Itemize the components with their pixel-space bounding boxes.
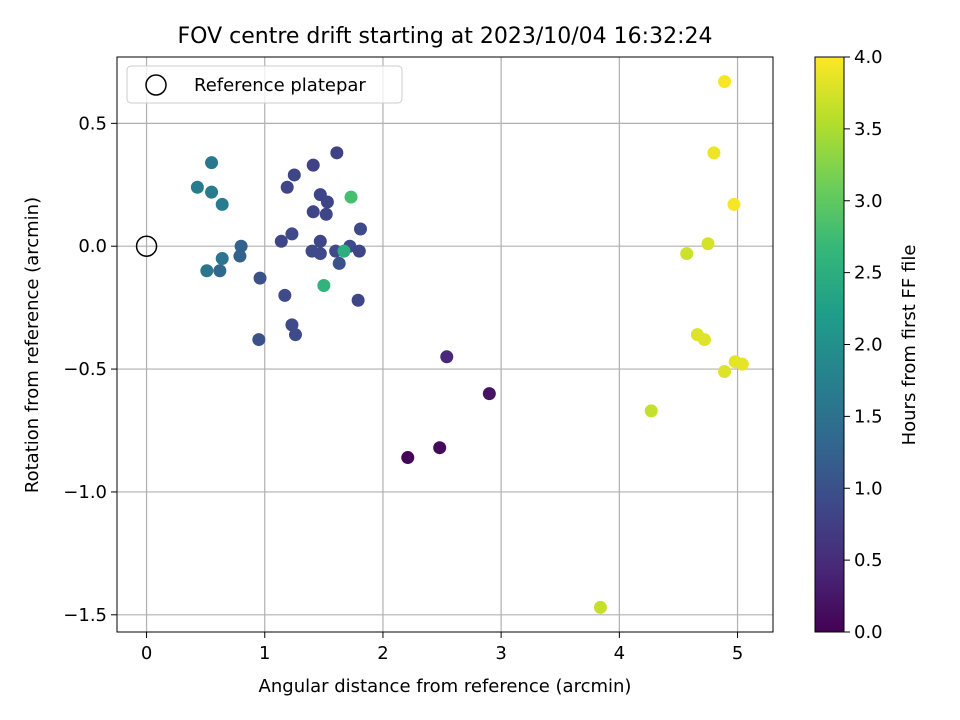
data-point: [306, 205, 320, 219]
data-point: [718, 365, 732, 379]
data-point: [287, 168, 301, 182]
colorbar-label: Hours from first FF file: [899, 245, 920, 446]
legend: Reference platepar: [126, 65, 403, 104]
data-point: [332, 256, 346, 270]
data-point: [701, 237, 715, 251]
y-tick-label: 0.0: [78, 236, 107, 257]
data-point: [213, 264, 227, 278]
colorbar-tick-label: 0.0: [854, 622, 883, 643]
data-point: [215, 251, 229, 265]
data-point: [233, 249, 247, 263]
data-point: [278, 288, 292, 302]
data-point: [440, 350, 454, 364]
legend-label-reference: Reference platepar: [194, 75, 366, 96]
data-point: [727, 197, 741, 211]
data-point: [344, 190, 358, 204]
data-point: [330, 146, 344, 160]
data-point: [285, 318, 299, 332]
data-point: [353, 222, 367, 236]
x-tick-label: 5: [732, 643, 743, 664]
x-tick-label: 3: [495, 643, 506, 664]
data-point: [280, 180, 294, 194]
grid-lines: [117, 57, 773, 632]
data-point: [707, 146, 721, 160]
y-tick-label: 0.5: [78, 113, 107, 134]
data-point: [337, 244, 351, 258]
legend-marker-reference: [145, 74, 167, 96]
colorbar-tick-label: 1.0: [854, 478, 883, 499]
data-point: [401, 451, 415, 465]
colorbar-tick-label: 2.0: [854, 335, 883, 356]
data-point: [317, 279, 331, 293]
data-point: [680, 247, 694, 261]
plot-frame: [116, 56, 774, 633]
colorbar-ticks: 0.0 0.5 1.0 1.5 2.0 2.5 3.0 3.5 4.0: [844, 47, 883, 643]
x-tick-label: 1: [259, 643, 270, 664]
reference-platepar-marker: [135, 235, 158, 257]
colorbar: 0.0 0.5 1.0 1.5 2.0 2.5 3.0 3.5 4.0 Hours from f…: [814, 47, 920, 643]
data-point: [697, 333, 711, 347]
data-point: [205, 156, 219, 170]
colorbar-tick-label: 3.0: [854, 191, 883, 212]
x-tick-label: 0: [141, 643, 152, 664]
data-point: [288, 328, 302, 342]
data-point: [735, 357, 749, 371]
data-point: [313, 247, 327, 261]
y-tick-label: −0.5: [63, 359, 107, 380]
data-point: [351, 293, 365, 307]
chart-title: FOV centre drift starting at 2023/10/04 …: [178, 24, 713, 49]
data-point: [718, 75, 732, 89]
x-axis-label: Angular distance from reference (arcmin): [259, 676, 632, 697]
data-point: [320, 195, 334, 209]
data-point: [205, 185, 219, 199]
y-axis-label: Rotation from reference (arcmin): [22, 197, 43, 493]
data-point: [190, 180, 204, 194]
colorbar-tick-label: 3.5: [854, 119, 883, 140]
y-tick-label: −1.5: [63, 605, 107, 626]
data-point: [285, 227, 299, 241]
colorbar-tick-label: 1.5: [854, 406, 883, 427]
data-point: [644, 404, 658, 418]
data-point: [482, 387, 496, 401]
colorbar-tick-label: 4.0: [854, 47, 883, 68]
data-point: [253, 271, 267, 285]
x-axis-ticks: 0 1 2 3 4 5: [141, 632, 743, 664]
data-point: [252, 333, 266, 347]
x-tick-label: 4: [614, 643, 625, 664]
data-point: [215, 197, 229, 211]
y-axis-ticks: −1.5 −1.0 −0.5 0.0 0.5: [63, 113, 117, 626]
data-point: [306, 158, 320, 172]
data-point: [319, 207, 333, 221]
data-point: [200, 264, 214, 278]
data-point: [274, 234, 288, 248]
data-point: [352, 244, 366, 258]
data-point: [313, 234, 327, 248]
colorbar-tick-label: 2.5: [854, 263, 883, 284]
data-point: [593, 600, 607, 614]
data-point: [433, 441, 447, 455]
x-tick-label: 2: [377, 643, 388, 664]
colorbar-gradient: [815, 57, 844, 632]
y-tick-label: −1.0: [63, 482, 107, 503]
legend-box: [126, 65, 403, 104]
data-points: [135, 75, 749, 614]
colorbar-tick-label: 0.5: [854, 550, 883, 571]
data-point: [234, 239, 248, 253]
